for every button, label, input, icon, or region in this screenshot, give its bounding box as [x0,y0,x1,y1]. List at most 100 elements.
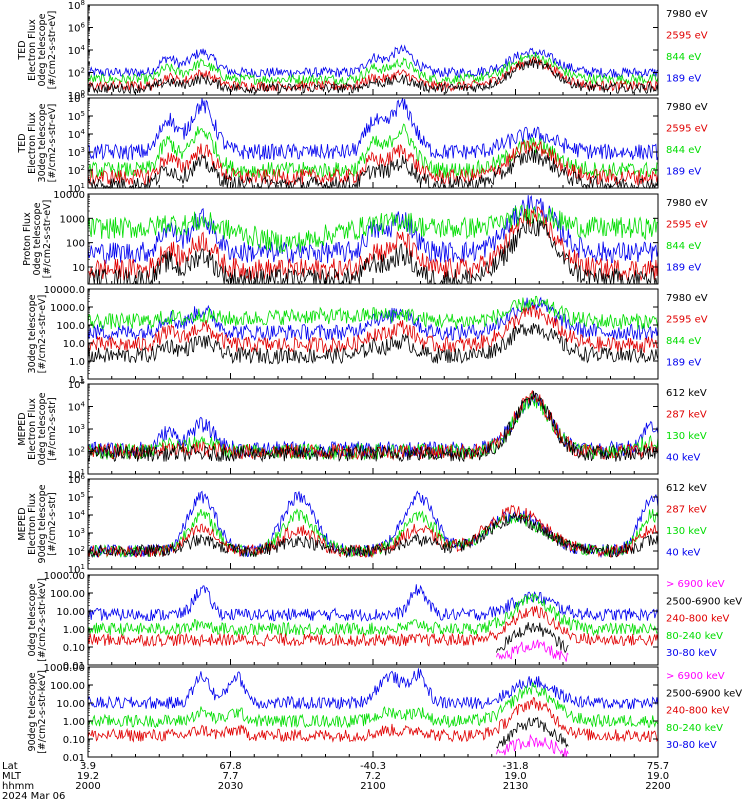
y-tick-label: 100.0 [56,321,85,332]
y-tick-label: 105 [68,378,85,391]
panel-frame [87,574,659,666]
y-tick-label: 102 [68,446,85,459]
y-axis-label: 30deg telescope [37,103,48,182]
series-3-green [87,204,659,254]
y-tick-label: 104 [68,128,86,141]
legend-label: 2595 eV [666,30,708,41]
y-axis-label: 90deg telescope [27,672,38,751]
legend-label: 189 eV [666,357,701,368]
y-axis-label: TED [17,133,28,153]
y-tick-label: 10 [72,263,85,274]
y-tick-label: 10.00 [56,607,85,618]
y-tick-label: 108 [68,0,85,12]
y-tick-label: 0.01 [63,661,85,672]
x-tick-hhmm: 2000 [75,781,100,792]
series-4-black [87,323,659,365]
legend-label: 40 keV [666,452,700,463]
series-3-red [87,206,659,282]
y-tick-label: 102 [68,67,85,80]
series-7-magenta [496,639,569,662]
y-tick-label: 105 [68,110,85,123]
y-axis-label: [#/cm2-s-str] [47,492,58,555]
y-tick-label: 104 [68,509,86,522]
y-axis-label: 0deg telescope [27,583,38,656]
y-axis-label: MEPED [17,507,28,540]
y-tick-label: 100 [66,239,85,250]
y-axis-label: Electron Flux [27,493,38,555]
y-tick-label: 1.00 [63,625,85,636]
series-4-green [87,295,659,330]
panel-frame [87,666,659,758]
y-tick-label: 100.00 [50,681,85,692]
series-8-red [87,697,659,743]
y-tick-label: 100 [68,89,85,102]
y-axis-label: [#/cm2-s-str] [47,397,58,460]
y-tick-label: 0.1 [69,375,85,386]
y-tick-label: 104 [68,44,86,57]
series-8-black [496,716,569,749]
x-tick-hhmm: 2200 [645,781,670,792]
y-tick-label: 1000.0 [50,303,85,314]
x-tick-mlt: 7.7 [223,771,239,782]
panel-7: 0.01 0.10 1.00 10.00 100.00 1000.00 0deg teles… [27,571,742,672]
y-tick-label: 0.10 [63,643,85,654]
legend-label: 2500-6900 keV [666,596,742,607]
panel-2: 101 102 103 104 105 106 TED Electron Flux 30deg … [17,92,708,195]
panel-frame [87,193,659,285]
panel-frame [87,288,659,380]
y-tick-label: 1.0 [69,357,85,368]
y-axis-label: Proton Flux [22,212,33,266]
panel-1: 100 102 104 106 108 TED Electron Flux 0deg tele… [17,0,708,102]
x-tick-mlt: 19.0 [504,771,526,782]
panel-4: 0.1 1.0 10.0 100.0 1000.0 10000.0 30deg telesc… [27,285,708,386]
series-2-black [87,148,659,190]
x-row-label: hhmm [2,781,34,792]
legend-label: 2595 eV [666,219,708,230]
y-tick-label: 0.01 [63,753,85,764]
panel-8: 0.01 0.10 1.00 10.00 100.00 1000.00 90deg tele… [27,663,742,764]
legend-label: 7980 eV [666,9,708,20]
y-tick-label: 104 [68,401,86,414]
series-7-red [87,605,659,648]
series-8-green [87,681,659,729]
y-tick-label: 106 [68,473,86,486]
y-tick-label: 103 [68,527,85,540]
y-axis-label: [#/cm2-s-str-eV] [37,295,48,374]
y-tick-label: 1000.00 [44,571,85,582]
legend-label: 40 keV [666,547,700,558]
series-1-red [87,56,659,93]
legend-label: 844 eV [666,52,701,63]
series-5-green [87,393,659,461]
legend-label: 287 keV [666,409,707,420]
series-5-black [87,390,659,463]
x-tick-lat: 75.7 [647,761,669,772]
x-row-label: 2024 Mar 06 [2,791,65,800]
y-axis-label: [#/cm2-s-str-eV] [47,104,58,183]
series-7-blue [87,584,659,623]
x-tick-hhmm: 2130 [503,781,528,792]
legend-label: > 6900 keV [666,671,725,682]
y-tick-label: 105 [68,491,85,504]
legend-label: 7980 eV [666,293,708,304]
y-tick-label: 106 [68,92,86,105]
x-tick-hhmm: 2030 [218,781,243,792]
y-tick-label: 102 [68,545,85,558]
series-7-green [87,593,659,637]
y-tick-label: 103 [68,423,85,436]
legend-label: 130 keV [666,431,707,442]
y-axis-label: 0deg telescope [37,392,48,465]
y-axis-label: 0deg telescope [37,13,48,86]
y-tick-label: 10000 [53,190,85,201]
series-1-black [87,58,659,95]
y-tick-label: 10000.0 [44,285,85,296]
series-5-blue [87,392,659,459]
x-row-label: Lat [2,761,18,772]
series-8-magenta [496,733,569,758]
series-4-red [87,304,659,353]
series-4-blue [87,296,659,342]
y-tick-label: 101 [68,182,85,195]
legend-label: 189 eV [666,73,701,84]
series-7-black [496,622,569,654]
series-6-blue [87,490,659,559]
